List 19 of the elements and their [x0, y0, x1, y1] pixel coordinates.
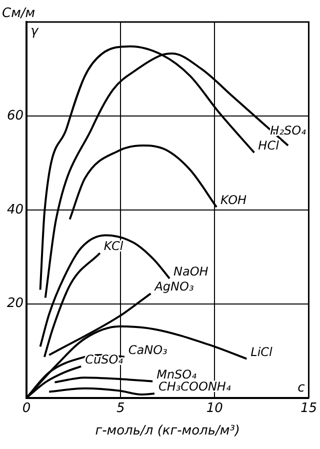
series-label: LiCl: [250, 344, 274, 359]
x-tick-label: 15: [300, 400, 317, 416]
annotation: γ: [30, 24, 40, 39]
series-label: KOH: [220, 193, 247, 208]
series-label: H₂SO₄: [270, 124, 306, 138]
series-label: CaNO₃: [128, 343, 168, 358]
x-tick-label: 5: [116, 400, 125, 416]
y-axis-title: См/м: [2, 6, 36, 21]
y-tick-label: 40: [6, 202, 24, 218]
series-label: AgNO₃: [154, 280, 194, 294]
series-label: NaOH: [174, 264, 208, 279]
series-label: HCl: [258, 138, 280, 153]
x-axis-title: г-моль/л (кг-моль/м³): [95, 424, 240, 439]
x-tick-label: 10: [206, 400, 223, 416]
y-tick-label: 20: [6, 296, 24, 312]
y-tick-label: 60: [6, 108, 24, 124]
series-label: MnSO₄: [156, 367, 197, 382]
x-tick-label: 0: [22, 400, 31, 416]
annotation: c: [298, 380, 305, 396]
